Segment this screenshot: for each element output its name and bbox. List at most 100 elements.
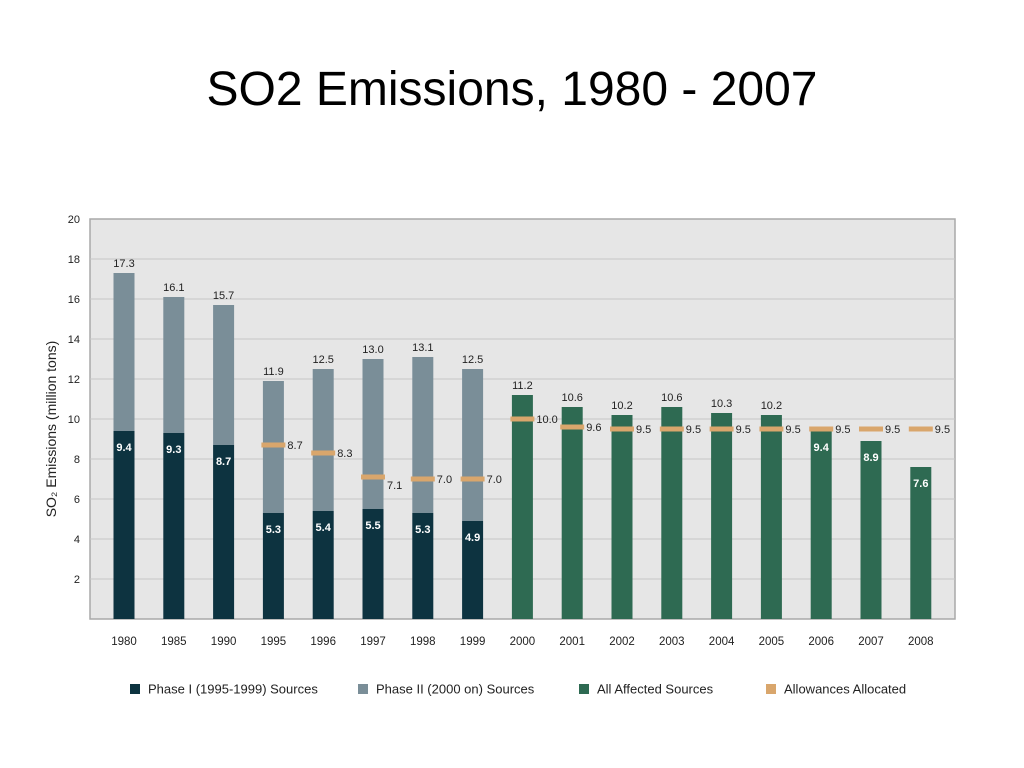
x-tick-label: 1996 (310, 636, 336, 648)
x-tick-label: 1995 (261, 636, 287, 648)
bar-inner-label: 8.7 (216, 456, 231, 468)
x-tick-label: 1999 (460, 636, 486, 648)
y-tick-label: 18 (68, 254, 80, 266)
allowance-marker (659, 426, 684, 432)
bar-inner-label: 5.4 (316, 522, 332, 534)
bar-inner-label: 5.3 (415, 524, 430, 536)
allowance-marker (460, 476, 485, 482)
bar-inner-label: 5.5 (365, 520, 380, 532)
bar-total-label: 15.7 (213, 290, 234, 302)
x-tick-label: 1998 (410, 636, 436, 648)
bar-all-affected (661, 407, 683, 619)
bar-total-label: 12.5 (312, 354, 333, 366)
bar-phase1 (262, 513, 284, 619)
bar-total-label: 12.5 (462, 354, 483, 366)
allowance-label: 8.7 (287, 440, 302, 452)
y-tick-label: 4 (74, 534, 80, 546)
x-tick-label: 2006 (808, 636, 834, 648)
allowance-label: 7.0 (487, 474, 502, 486)
x-tick-label: 2005 (759, 636, 785, 648)
allowance-marker (709, 426, 734, 432)
allowance-label: 8.3 (337, 448, 352, 460)
y-tick-label: 10 (68, 414, 80, 426)
bar-all-affected (561, 407, 583, 619)
bar-total-label: 11.9 (263, 366, 284, 378)
bar-all-affected (711, 413, 733, 619)
x-tick-label: 2004 (709, 636, 735, 648)
allowance-label: 9.5 (935, 424, 950, 436)
y-tick-label: 16 (68, 294, 80, 306)
allowance-label: 9.5 (835, 424, 850, 436)
allowance-label: 10.0 (536, 414, 557, 426)
bar-all-affected (860, 441, 882, 619)
bar-all-affected (910, 467, 932, 619)
allowance-label: 9.5 (885, 424, 900, 436)
legend-swatch (579, 684, 589, 694)
y-tick-label: 12 (68, 374, 80, 386)
bars (113, 273, 933, 619)
bar-total-label: 16.1 (163, 282, 184, 294)
x-axis-categories: 1980 1985 1990 1995 1996 1997 1998 1999 2000 2001… (111, 636, 933, 648)
allowance-marker (261, 442, 286, 448)
x-tick-label: 2007 (858, 636, 884, 648)
allowance-label: 9.5 (686, 424, 701, 436)
x-tick-label: 2008 (908, 636, 934, 648)
x-tick-label: 2003 (659, 636, 685, 648)
allowance-label: 7.1 (387, 480, 402, 492)
bar-inner-label: 4.9 (465, 532, 480, 544)
bar-inner-label: 5.3 (266, 524, 281, 536)
y-tick-label: 20 (68, 214, 80, 226)
x-tick-label: 1990 (211, 636, 237, 648)
x-tick-label: 2002 (609, 636, 635, 648)
allowance-marker (361, 474, 385, 480)
allowance-marker (311, 450, 336, 456)
y-tick-label: 6 (74, 494, 80, 506)
bar-phase1 (462, 521, 484, 619)
bar-phase1 (362, 509, 384, 619)
bar-phase2 (362, 359, 384, 509)
bar-all-affected (760, 415, 782, 619)
allowance-marker (610, 426, 634, 432)
bar-phase2 (163, 297, 185, 433)
y-tick-label: 2 (74, 574, 80, 586)
legend-entry: All Affected Sources (597, 682, 714, 697)
bar-phase2 (412, 357, 434, 513)
bar-total-label: 10.6 (561, 392, 582, 404)
y-axis-label: SO₂ Emissions (million tons) (43, 341, 59, 518)
bar-phase2 (113, 273, 135, 431)
allowance-label: 9.6 (586, 422, 601, 434)
bar-total-label: 11.2 (512, 380, 533, 392)
legend-entry: Allowances Allocated (784, 682, 906, 697)
legend-entry: Phase I (1995-1999) Sources (148, 682, 318, 697)
bar-all-affected (810, 431, 832, 619)
bar-total-label: 17.3 (113, 258, 134, 270)
bar-phase2 (213, 305, 235, 445)
bar-inner-label: 8.9 (863, 452, 878, 464)
y-tick-label: 8 (74, 454, 80, 466)
bar-phase1 (312, 511, 334, 619)
bar-inner-label: 7.6 (913, 478, 928, 490)
bar-inner-label: 9.4 (814, 442, 830, 454)
bar-inner-label: 9.3 (166, 444, 181, 456)
allowance-marker (560, 424, 585, 430)
legend-swatch (130, 684, 140, 694)
allowance-marker (908, 426, 933, 432)
bar-all-affected (611, 415, 633, 619)
allowance-label: 7.0 (437, 474, 452, 486)
allowance-marker (859, 426, 883, 432)
data-labels: 17.3 9.4 16.1 9.3 15.7 8.7 11.9 5.3 8.7 12.5 5.4 8.… (113, 258, 950, 544)
legend-swatch (358, 684, 368, 694)
x-tick-label: 1980 (111, 636, 137, 648)
bar-all-affected (511, 395, 533, 619)
legend-entry: Phase II (2000 on) Sources (376, 682, 535, 697)
slide-title: SO2 Emissions, 1980 - 2007 (206, 63, 818, 116)
bar-phase1 (163, 433, 185, 619)
allowance-marker (510, 416, 535, 422)
bar-total-label: 10.6 (661, 392, 682, 404)
allowance-label: 9.5 (736, 424, 751, 436)
bar-total-label: 10.3 (711, 398, 732, 410)
x-tick-label: 1997 (360, 636, 386, 648)
allowance-label: 9.5 (785, 424, 800, 436)
bar-phase1 (113, 431, 135, 619)
